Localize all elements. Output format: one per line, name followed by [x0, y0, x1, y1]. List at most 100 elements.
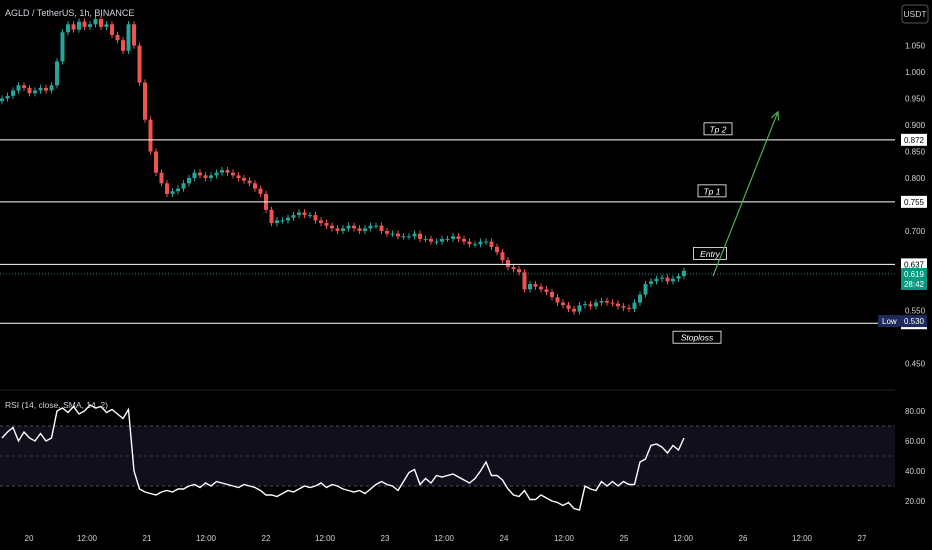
candle-body: [291, 215, 296, 218]
candle-body: [379, 225, 384, 231]
candle-body: [423, 238, 428, 240]
candle-body: [159, 172, 164, 184]
candle-body: [176, 188, 180, 192]
candle-body: [99, 19, 103, 27]
candle-body: [407, 236, 411, 238]
candle-body: [220, 170, 224, 173]
candle-body: [214, 172, 219, 176]
candle-body: [126, 24, 131, 51]
candle-body: [484, 241, 488, 243]
candle-body: [44, 87, 48, 91]
current-price-box: [901, 267, 927, 290]
candle-body: [280, 220, 285, 222]
candle-body: [368, 225, 373, 229]
candle-body: [561, 302, 565, 306]
candle-body: [621, 306, 626, 308]
candle-body: [88, 24, 92, 27]
candle-body: [330, 225, 334, 229]
low-marker-price: 0.530: [904, 317, 925, 326]
candle-body: [654, 278, 659, 282]
price-pane[interactable]: Tp 2 Tp 1 Entry Stoploss: [0, 15, 895, 344]
candle-body: [27, 87, 32, 94]
candle-body: [38, 87, 43, 91]
level-label-box: [703, 122, 733, 136]
candle-body: [539, 286, 543, 290]
candle-body: [616, 303, 620, 307]
candle-body: [500, 252, 505, 261]
candle-body: [506, 260, 510, 268]
level-price-box: [901, 133, 927, 146]
level-price-label: 0.637: [904, 260, 925, 269]
candle-body: [550, 291, 554, 298]
price-tick-label: 0.700: [905, 227, 926, 236]
overlay: AGLD / TetherUS, 1h, BINANCE USDT RSI (1…: [5, 4, 929, 410]
candle-body: [445, 238, 450, 240]
candle-body: [660, 277, 664, 279]
candle-body: [676, 276, 681, 279]
candle-body: [473, 244, 477, 246]
time-tick-label: 23: [381, 534, 390, 543]
price-tick-label: 1.050: [905, 42, 926, 51]
time-tick-label: 12:00: [554, 534, 575, 543]
low-marker-label: Low: [882, 317, 897, 326]
candle-body: [203, 175, 208, 178]
time-tick-label: 22: [262, 534, 271, 543]
candle-body: [16, 85, 21, 91]
candle-body: [599, 300, 604, 303]
candle-body: [489, 241, 494, 247]
candle-body: [605, 300, 609, 303]
candle-body: [104, 24, 109, 27]
currency-label: USDT: [903, 9, 926, 19]
candle-body: [242, 178, 246, 181]
candle-body: [313, 215, 318, 221]
candle-body: [71, 24, 76, 30]
candle-body: [0, 98, 4, 102]
axes: 1.0501.0000.9500.9000.8500.8000.7500.700…: [0, 42, 927, 543]
candle-body: [269, 209, 274, 224]
candle-body: [566, 305, 571, 309]
candle-body: [390, 233, 395, 235]
candle-body: [467, 241, 472, 245]
candle-body: [110, 24, 114, 35]
candle-body: [247, 180, 252, 184]
candle-body: [5, 95, 10, 99]
candle-body: [319, 220, 323, 224]
candle-body: [137, 45, 142, 83]
candle-body: [341, 228, 345, 231]
level-label: Tp 2: [709, 124, 726, 134]
rsi-line: [1, 404, 685, 511]
candle-body: [528, 284, 532, 290]
rsi-tick-label: 60.00: [905, 437, 926, 446]
price-tick-label: 0.450: [905, 360, 926, 369]
candle-body: [451, 236, 455, 239]
candle-body: [231, 172, 235, 176]
currency-button[interactable]: [901, 4, 929, 24]
candle-body: [610, 302, 615, 304]
level-label: Tp 1: [703, 186, 720, 196]
candle-body: [253, 183, 257, 189]
rsi-tick-label: 20.00: [905, 497, 926, 506]
candle-body: [429, 238, 433, 242]
candle-body: [335, 228, 340, 231]
low-marker-box: [878, 315, 927, 328]
rsi-tick-label: 40.00: [905, 467, 926, 476]
candle-body: [671, 278, 675, 282]
time-tick-label: 26: [739, 534, 748, 543]
time-tick-label: 12:00: [315, 534, 336, 543]
candle-body: [187, 178, 191, 184]
candle-body: [308, 215, 312, 217]
candle-body: [121, 40, 125, 51]
candle-body: [632, 302, 637, 309]
candle-body: [462, 238, 466, 242]
candle-body: [588, 304, 593, 307]
candle-body: [533, 284, 538, 287]
price-tick-label: 0.550: [905, 307, 926, 316]
price-tick-label: 1.000: [905, 68, 926, 77]
candle-body: [401, 236, 406, 238]
candle-body: [22, 85, 26, 88]
candle-body: [154, 151, 158, 173]
candle-body: [209, 175, 213, 178]
level-price-box: [901, 195, 927, 208]
rsi-pane[interactable]: [0, 404, 895, 511]
